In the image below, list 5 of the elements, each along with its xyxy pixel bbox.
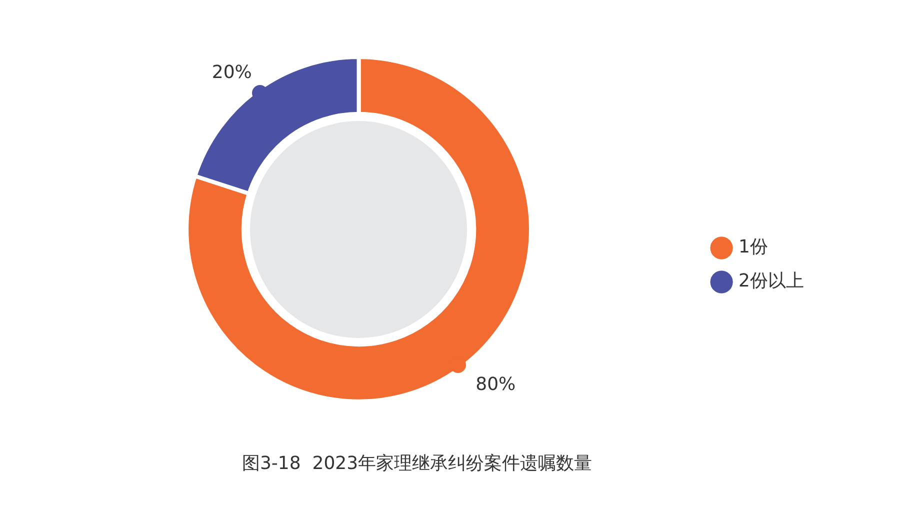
data-label: 80% bbox=[476, 374, 516, 395]
legend-label: 1份 bbox=[738, 236, 768, 258]
legend-label: 2份以上 bbox=[738, 270, 804, 292]
data-label: 20% bbox=[212, 62, 252, 83]
text: 图3-18 2023年家理继承纠纷案件遗嘱数量 bbox=[242, 452, 592, 474]
